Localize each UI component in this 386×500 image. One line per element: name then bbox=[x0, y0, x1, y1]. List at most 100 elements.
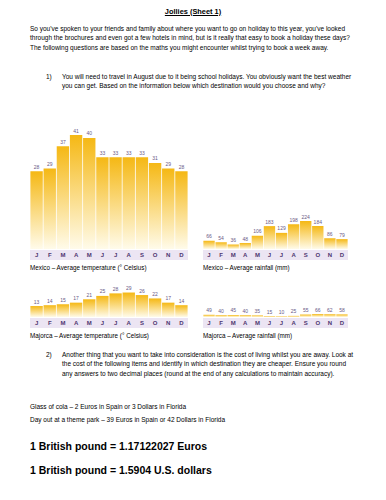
svg-text:14: 14 bbox=[47, 298, 53, 304]
svg-text:198: 198 bbox=[289, 217, 298, 223]
svg-text:O: O bbox=[315, 320, 320, 326]
svg-text:54: 54 bbox=[218, 235, 224, 241]
svg-text:183: 183 bbox=[265, 219, 274, 225]
svg-text:129: 129 bbox=[277, 225, 286, 231]
svg-text:79: 79 bbox=[339, 232, 345, 238]
svg-text:J: J bbox=[35, 320, 38, 326]
svg-text:15: 15 bbox=[60, 297, 66, 303]
svg-text:31: 31 bbox=[152, 155, 158, 161]
svg-text:A: A bbox=[243, 252, 248, 258]
svg-text:F: F bbox=[48, 252, 52, 258]
svg-text:33: 33 bbox=[126, 150, 132, 156]
svg-text:40: 40 bbox=[243, 308, 249, 314]
svg-text:J: J bbox=[35, 252, 38, 258]
svg-text:M: M bbox=[231, 320, 236, 326]
html-text:1 British pound = 1.17122027 E: 1 British pound = 1.17122027 Euros bbox=[30, 440, 208, 452]
svg-text:25: 25 bbox=[291, 308, 297, 314]
svg-text:184: 184 bbox=[314, 219, 323, 225]
svg-text:17: 17 bbox=[165, 295, 171, 301]
svg-text:M: M bbox=[60, 320, 65, 326]
svg-text:N: N bbox=[328, 252, 332, 258]
svg-text:15: 15 bbox=[267, 309, 273, 315]
svg-text:S: S bbox=[140, 252, 144, 258]
svg-text:58: 58 bbox=[339, 307, 345, 313]
svg-text:J: J bbox=[268, 320, 271, 326]
svg-text:21: 21 bbox=[86, 292, 92, 298]
svg-text:J: J bbox=[268, 252, 271, 258]
svg-text:M: M bbox=[231, 252, 236, 258]
svg-text:N: N bbox=[328, 320, 332, 326]
svg-text:J: J bbox=[101, 320, 104, 326]
svg-text:62: 62 bbox=[327, 307, 333, 313]
svg-text:S: S bbox=[304, 320, 308, 326]
svg-text:O: O bbox=[315, 252, 320, 258]
svg-text:A: A bbox=[127, 320, 132, 326]
svg-text:25: 25 bbox=[100, 288, 106, 294]
svg-text:66: 66 bbox=[315, 307, 321, 313]
svg-text:O: O bbox=[153, 252, 158, 258]
svg-text:F: F bbox=[48, 320, 52, 326]
svg-text:29: 29 bbox=[47, 161, 53, 167]
svg-text:J: J bbox=[114, 320, 117, 326]
svg-text:29: 29 bbox=[126, 285, 132, 291]
svg-text:A: A bbox=[74, 252, 79, 258]
svg-text:28: 28 bbox=[179, 164, 185, 170]
svg-text:14: 14 bbox=[179, 298, 185, 304]
svg-text:36: 36 bbox=[230, 237, 236, 243]
svg-text:26: 26 bbox=[139, 288, 145, 294]
html-text:Another thing that you want to: Another thing that you want to take into… bbox=[62, 351, 354, 377]
svg-text:28: 28 bbox=[34, 164, 40, 170]
svg-text:J: J bbox=[280, 252, 283, 258]
svg-text:86: 86 bbox=[327, 231, 333, 237]
svg-text:M: M bbox=[87, 252, 92, 258]
svg-text:40: 40 bbox=[218, 308, 224, 314]
html-text:So you've spoken to your frien: So you've spoken to your friends and fam… bbox=[30, 25, 350, 51]
svg-text:41: 41 bbox=[73, 128, 79, 134]
svg-text:D: D bbox=[340, 252, 345, 258]
svg-text:M: M bbox=[87, 320, 92, 326]
svg-text:49: 49 bbox=[206, 307, 212, 313]
svg-text:O: O bbox=[153, 320, 158, 326]
svg-text:33: 33 bbox=[100, 150, 106, 156]
svg-text:J: J bbox=[280, 320, 283, 326]
svg-text:13: 13 bbox=[34, 299, 40, 305]
svg-text:M: M bbox=[255, 320, 260, 326]
svg-text:35: 35 bbox=[255, 308, 261, 314]
svg-text:33: 33 bbox=[113, 150, 119, 156]
svg-text:D: D bbox=[340, 320, 345, 326]
svg-text:10: 10 bbox=[279, 309, 285, 315]
svg-text:J: J bbox=[101, 252, 104, 258]
svg-text:M: M bbox=[255, 252, 260, 258]
svg-text:17: 17 bbox=[73, 295, 79, 301]
svg-text:J: J bbox=[207, 320, 210, 326]
svg-text:28: 28 bbox=[113, 286, 119, 292]
svg-text:N: N bbox=[166, 252, 170, 258]
svg-text:A: A bbox=[243, 320, 248, 326]
svg-text:224: 224 bbox=[302, 214, 311, 220]
svg-text:48: 48 bbox=[243, 236, 249, 242]
svg-text:J: J bbox=[207, 252, 210, 258]
svg-text:N: N bbox=[166, 320, 170, 326]
svg-text:F: F bbox=[219, 320, 223, 326]
svg-text:40: 40 bbox=[86, 130, 92, 136]
svg-text:M: M bbox=[60, 252, 65, 258]
svg-text:D: D bbox=[179, 252, 184, 258]
svg-text:S: S bbox=[304, 252, 308, 258]
svg-text:37: 37 bbox=[60, 139, 66, 145]
svg-text:106: 106 bbox=[253, 228, 262, 234]
svg-text:22: 22 bbox=[152, 291, 158, 297]
svg-text:F: F bbox=[219, 252, 223, 258]
svg-text:55: 55 bbox=[303, 307, 309, 313]
svg-text:S: S bbox=[140, 320, 144, 326]
svg-text:A: A bbox=[127, 252, 132, 258]
svg-text:66: 66 bbox=[206, 233, 212, 239]
svg-text:D: D bbox=[179, 320, 184, 326]
svg-text:A: A bbox=[291, 320, 296, 326]
svg-text:A: A bbox=[291, 252, 296, 258]
html-text:You will need to travel in Aug: You will need to travel in August due to… bbox=[62, 73, 352, 90]
svg-text:45: 45 bbox=[230, 307, 236, 313]
svg-text:33: 33 bbox=[139, 150, 145, 156]
svg-text:A: A bbox=[74, 320, 79, 326]
svg-text:J: J bbox=[114, 252, 117, 258]
svg-text:29: 29 bbox=[165, 161, 171, 167]
